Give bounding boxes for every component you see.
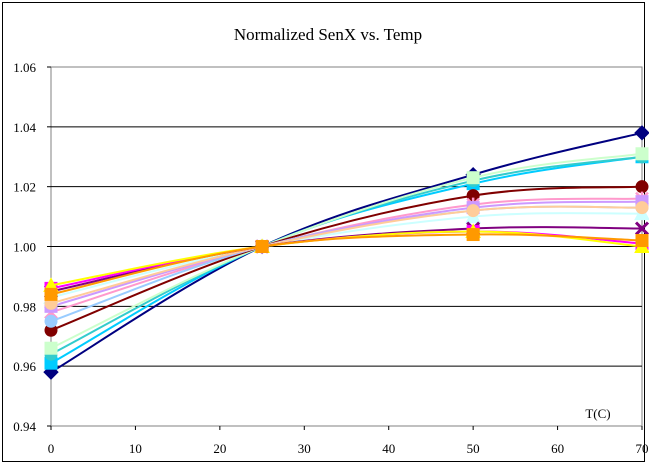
x-tick-label: 40 xyxy=(382,441,395,456)
gridlines xyxy=(51,126,642,367)
series-11 xyxy=(43,221,649,299)
series-1 xyxy=(43,125,649,380)
x-tick-label: 10 xyxy=(129,441,142,456)
series-line xyxy=(50,205,643,305)
y-tick-label: 1.00 xyxy=(13,240,36,255)
data-point xyxy=(44,287,58,301)
series-line xyxy=(50,212,643,299)
data-point xyxy=(634,125,649,141)
x-tick-label: 30 xyxy=(298,441,311,456)
x-tick-label: 70 xyxy=(636,441,649,456)
x-tick-label: 0 xyxy=(48,441,55,456)
data-point xyxy=(466,204,480,218)
data-point xyxy=(466,228,480,242)
y-tick-label: 0.94 xyxy=(13,419,36,434)
x-tick-label: 20 xyxy=(213,441,226,456)
chart-title: Normalized SenX vs. Temp xyxy=(234,25,422,44)
data-point xyxy=(635,180,649,194)
series-line xyxy=(50,200,643,308)
series-line xyxy=(50,152,643,350)
y-tick-label: 1.04 xyxy=(13,120,36,135)
data-point xyxy=(635,201,649,215)
data-point xyxy=(255,240,269,253)
series-6 xyxy=(44,191,649,320)
series-line xyxy=(50,131,643,374)
series-line xyxy=(50,185,643,332)
y-tick-label: 1.02 xyxy=(13,180,36,195)
x-axis-ticks: 0 10 20 30 40 50 60 70 xyxy=(48,426,649,456)
data-point xyxy=(635,147,649,161)
series-10 xyxy=(44,201,649,310)
series-line xyxy=(50,233,643,296)
data-point xyxy=(635,234,649,248)
data-point xyxy=(44,314,58,328)
x-tick-label: 50 xyxy=(467,441,480,456)
y-tick-label: 0.96 xyxy=(13,359,36,374)
y-tick-label: 1.06 xyxy=(13,60,36,75)
series-2 xyxy=(44,150,649,370)
data-point xyxy=(44,341,58,355)
series-14 xyxy=(44,228,649,301)
series-3 xyxy=(44,150,649,361)
y-tick-label: 0.98 xyxy=(13,299,36,314)
series-line xyxy=(50,197,643,314)
series-group xyxy=(43,125,649,380)
x-axis-label: T(C) xyxy=(585,406,610,421)
x-tick-label: 60 xyxy=(551,441,564,456)
data-point xyxy=(466,171,480,185)
data-point xyxy=(634,221,649,236)
y-axis-ticks: 0.94 0.96 0.98 1.00 1.02 1.04 1.06 xyxy=(13,60,51,434)
series-4 xyxy=(44,147,649,355)
